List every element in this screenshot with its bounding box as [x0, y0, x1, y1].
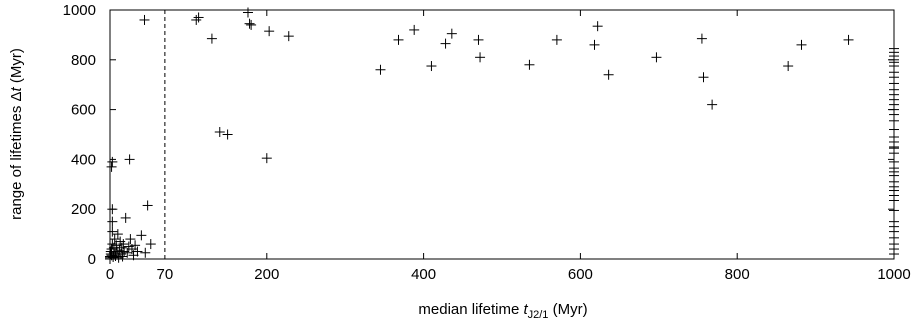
data-point	[796, 39, 807, 50]
data-point	[222, 129, 233, 140]
y-tick-label: 600	[71, 102, 96, 119]
x-tick-label: 600	[568, 266, 593, 283]
data-point	[145, 239, 156, 250]
data-point	[426, 61, 437, 72]
data-point	[889, 124, 899, 135]
data-point	[140, 247, 151, 258]
data-point	[108, 252, 119, 263]
data-point	[707, 99, 718, 110]
x-tick-label: 800	[725, 266, 750, 283]
data-point	[698, 72, 709, 83]
data-point	[446, 28, 457, 39]
data-point	[375, 64, 386, 75]
data-point	[112, 229, 123, 240]
y-tick-label: 0	[88, 251, 96, 268]
x-axis-label-pre: median lifetime	[418, 301, 523, 318]
data-point	[283, 31, 294, 42]
data-point	[889, 216, 899, 227]
data-point	[107, 204, 118, 215]
data-point	[139, 14, 150, 25]
data-point	[603, 69, 614, 80]
data-point	[889, 43, 899, 54]
data-point	[124, 154, 135, 165]
data-point	[889, 205, 899, 216]
data-point	[261, 153, 272, 164]
data-point	[244, 18, 255, 29]
data-point	[136, 230, 147, 241]
y-tick-label: 400	[71, 151, 96, 168]
data-point	[106, 161, 117, 172]
data-point	[409, 24, 420, 35]
data-point	[889, 156, 899, 167]
data-point	[696, 33, 707, 44]
y-axis-label-post: (Myr)	[8, 48, 25, 87]
data-point	[589, 39, 600, 50]
x-axis-label-post: (Myr)	[548, 301, 587, 318]
x-tick-label: 200	[254, 266, 279, 283]
x-tick-label: 400	[411, 266, 436, 283]
data-point	[214, 127, 225, 138]
data-point	[843, 34, 854, 45]
data-point	[473, 34, 484, 45]
data-point	[206, 33, 217, 44]
data-point	[125, 234, 136, 245]
x-axis-label-sub: J2/1	[528, 309, 549, 321]
y-tick-label: 800	[71, 52, 96, 69]
x-tick-label: 1000	[877, 266, 910, 283]
data-point	[783, 61, 794, 72]
data-point	[246, 19, 257, 30]
data-point	[142, 200, 153, 211]
data-point	[193, 12, 204, 23]
data-point	[440, 38, 451, 49]
data-point	[551, 34, 562, 45]
data-point	[524, 59, 535, 70]
data-point	[132, 246, 143, 257]
data-point	[242, 7, 253, 18]
threshold-label: 70	[157, 266, 174, 283]
data-point	[107, 156, 118, 167]
data-point	[191, 14, 202, 25]
y-axis-label: range of lifetimes Δt (Myr)	[8, 48, 25, 220]
data-point	[118, 239, 129, 250]
y-axis-label-var: t	[8, 86, 25, 91]
x-axis-label-var: t	[523, 301, 528, 318]
data-point	[651, 52, 662, 63]
data-point	[130, 240, 141, 251]
data-point	[107, 216, 118, 227]
data-point	[592, 21, 603, 32]
data-point	[393, 34, 404, 45]
x-axis-label: median lifetime tJ2/1 (Myr)	[418, 301, 587, 321]
data-point	[120, 212, 131, 223]
data-point	[107, 226, 118, 237]
x-tick-label: 0	[106, 266, 114, 283]
data-point	[475, 52, 486, 63]
y-tick-label: 200	[71, 201, 96, 218]
data-point	[264, 26, 275, 37]
y-axis-label-pre: range of lifetimes Δ	[8, 91, 25, 219]
y-tick-label: 1000	[63, 2, 96, 19]
